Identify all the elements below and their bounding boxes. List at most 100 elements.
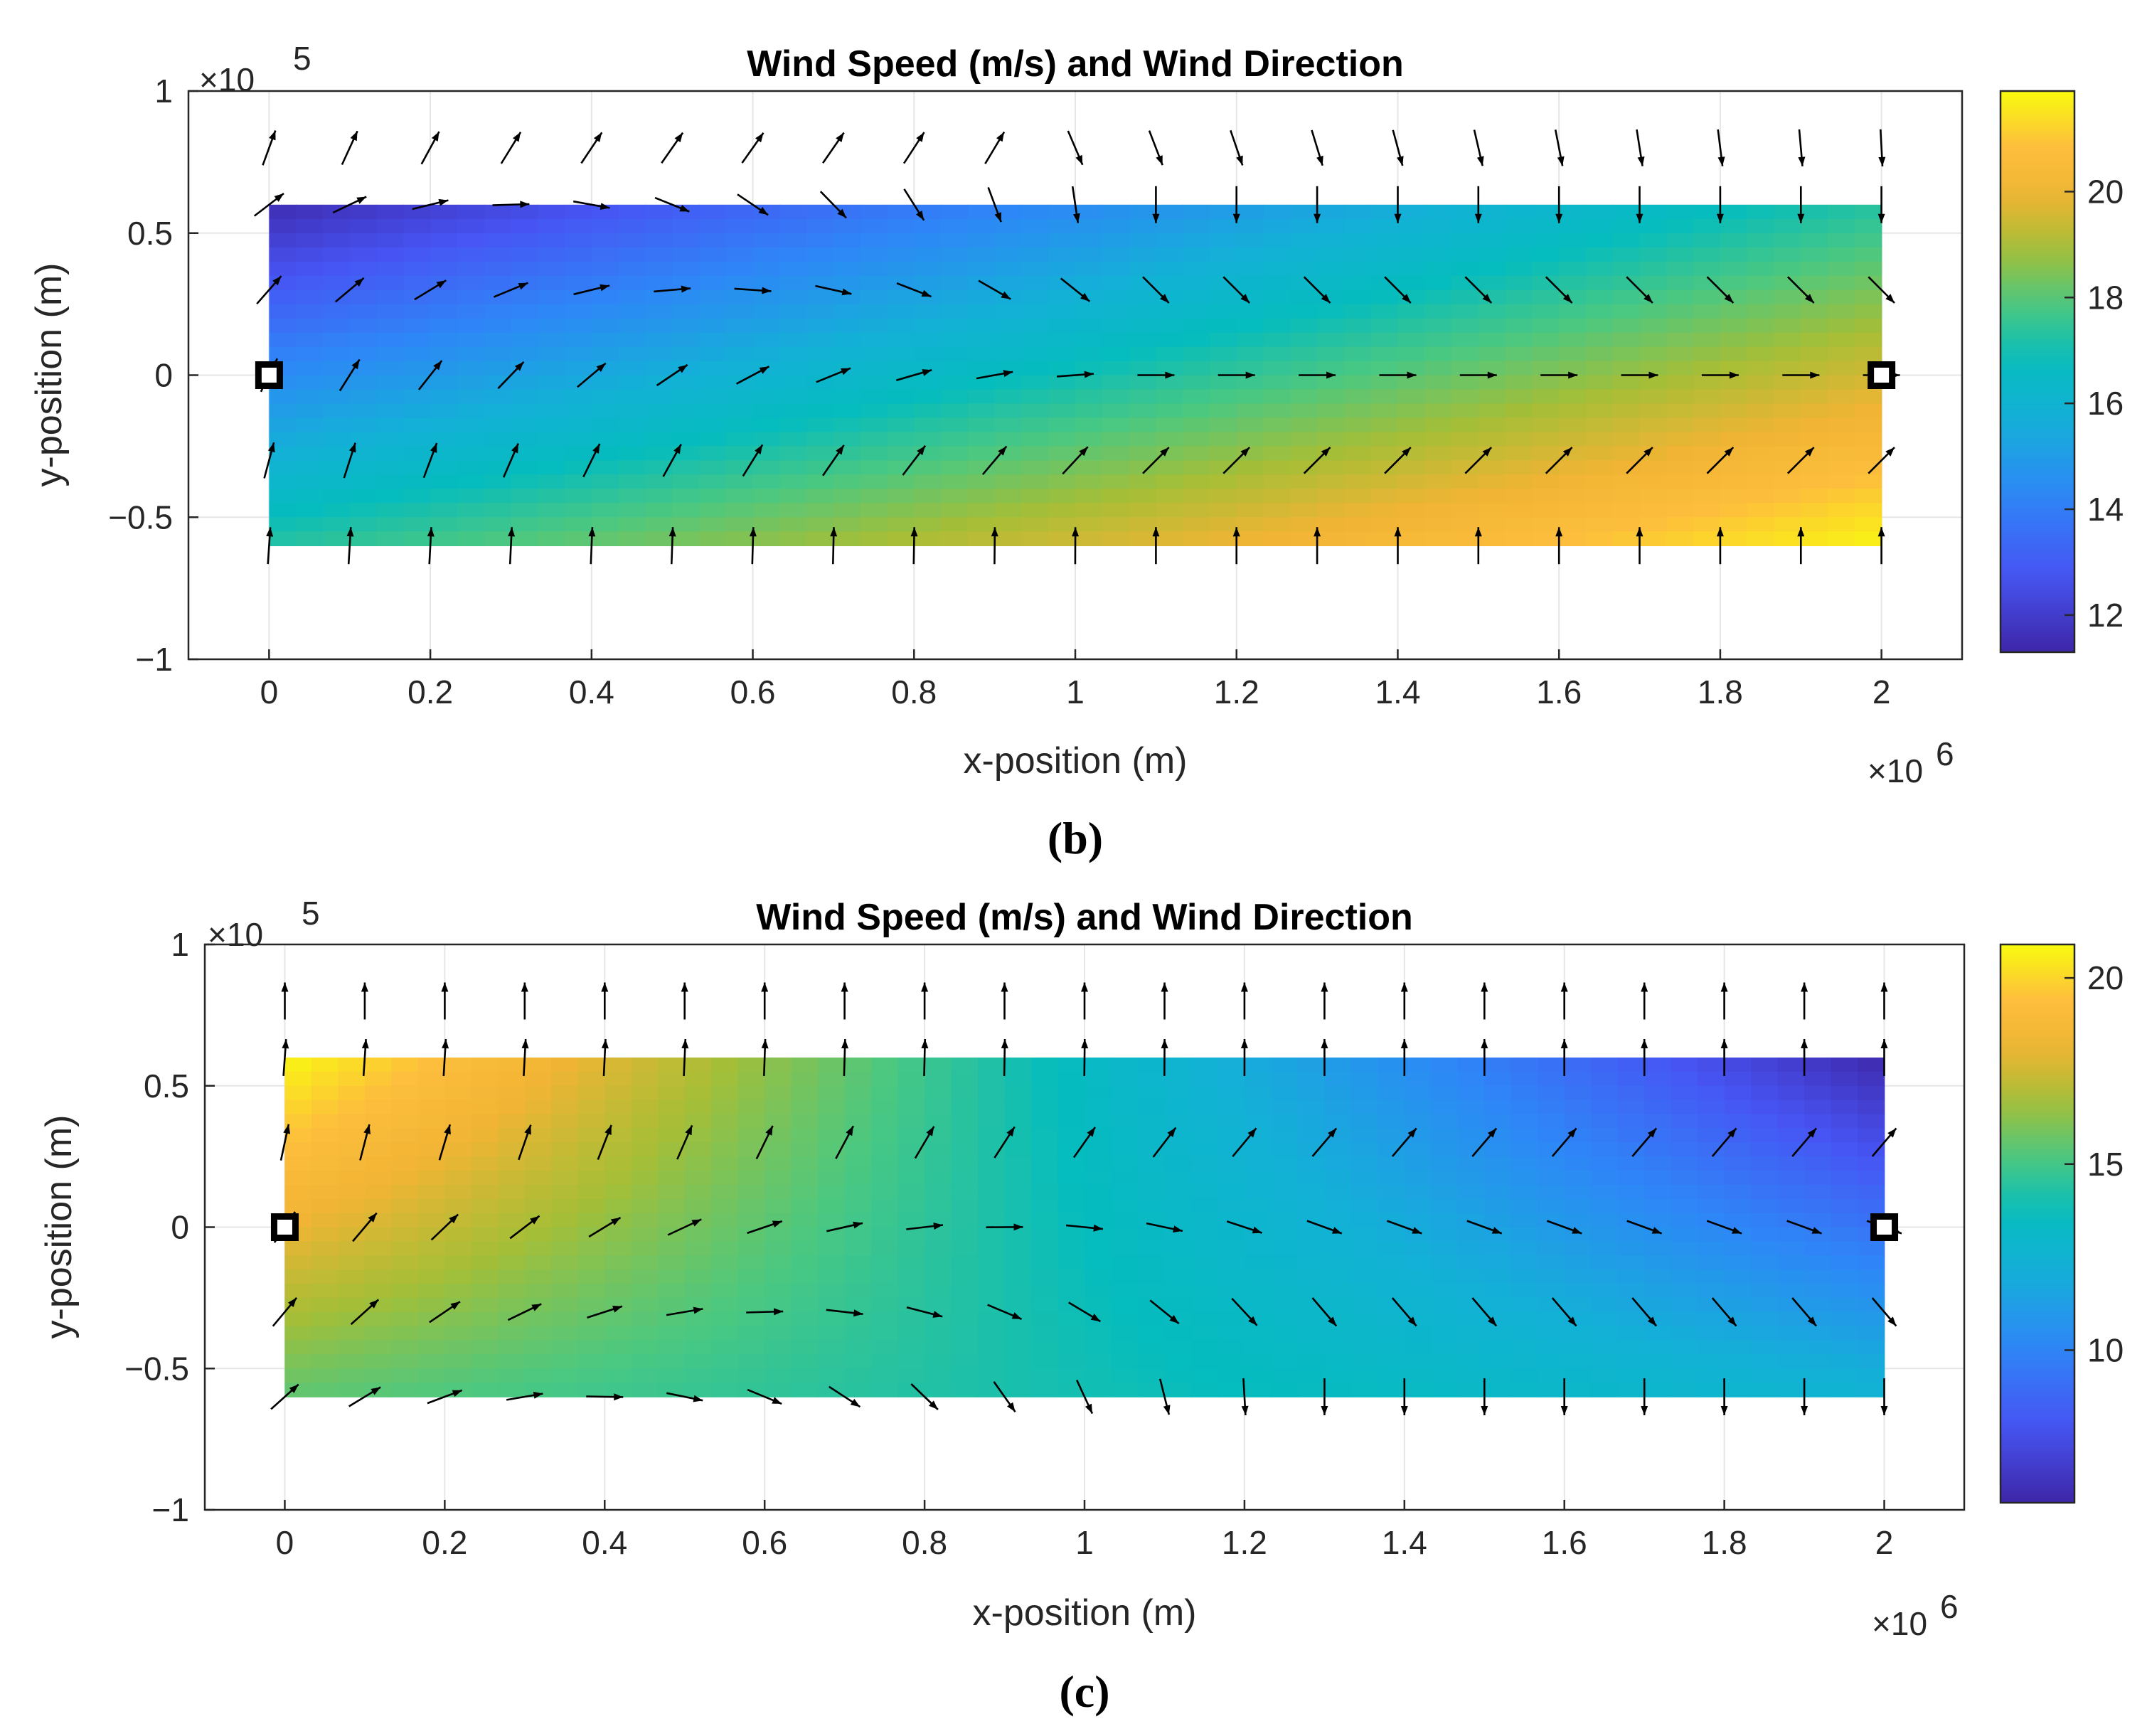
panel-b-speed-cell — [1263, 218, 1291, 234]
panel-b-speed-cell — [1612, 375, 1641, 390]
panel-c-speed-cell — [791, 1085, 819, 1101]
panel-c-speed-cell — [1858, 1198, 1885, 1214]
panel-c-speed-cell — [1137, 1171, 1166, 1186]
panel-b-wind-arrow-head — [1232, 527, 1240, 537]
panel-b-speed-cell — [1048, 432, 1076, 447]
panel-c-speed-cell — [1751, 1368, 1779, 1383]
panel-c-speed-cell — [1617, 1269, 1645, 1284]
panel-c-speed-cell — [1350, 1368, 1379, 1383]
panel-c-wind-arrow — [279, 1124, 291, 1161]
panel-b-speed-cell — [914, 460, 942, 476]
panel-b-speed-cell — [1183, 346, 1210, 362]
panel-c-speed-cell — [897, 1255, 925, 1270]
panel-b-wind-arrow — [332, 196, 367, 214]
panel-c-speed-cell — [818, 1213, 846, 1228]
panel-c-speed-cell — [1698, 1368, 1725, 1383]
panel-b-speed-cell — [1801, 361, 1828, 376]
panel-b-speed-cell — [914, 417, 942, 433]
panel-c-speed-cell — [631, 1241, 659, 1257]
panel-b-speed-cell — [403, 375, 431, 390]
panel-c-speed-cell — [1350, 1213, 1379, 1228]
panel-c-speed-cell — [1831, 1184, 1858, 1200]
panel-b-speed-cell — [1559, 403, 1587, 419]
panel-b-speed-cell — [914, 375, 942, 390]
panel-b-speed-cell — [1854, 403, 1882, 419]
panel-b-speed-cell — [1747, 332, 1775, 348]
panel-c-speed-cell — [844, 1058, 872, 1072]
panel-b-speed-cell — [269, 489, 297, 504]
panel-c-wind-arrow-head — [681, 1039, 689, 1049]
panel-c-wind-arrow — [1551, 1127, 1577, 1157]
panel-b-speed-cell — [322, 517, 351, 533]
panel-c-speed-cell — [1004, 1340, 1032, 1356]
panel-c-speed-cell — [1111, 1354, 1139, 1370]
panel-c-wind-arrow — [746, 1308, 784, 1316]
panel-c-speed-cell — [1164, 1213, 1192, 1228]
panel-b-speed-cell — [1397, 389, 1426, 405]
panel-b-speed-cell — [430, 289, 458, 305]
panel-c-speed-cell — [1698, 1241, 1725, 1257]
panel-b-speed-cell — [1801, 432, 1828, 447]
panel-c-speed-cell — [658, 1198, 686, 1214]
panel-c-speed-cell — [1031, 1241, 1059, 1257]
panel-c-speed-cell — [1190, 1326, 1219, 1341]
panel-c-speed-cell — [711, 1227, 739, 1242]
panel-c-speed-cell — [764, 1156, 792, 1171]
panel-b-speed-cell — [430, 233, 458, 248]
panel-b-speed-cell — [1129, 446, 1157, 462]
panel-b-speed-cell — [1424, 346, 1452, 362]
panel-c-wind-arrow-head — [289, 1384, 299, 1393]
panel-b-speed-cell — [1209, 489, 1237, 504]
panel-c-speed-cell — [1671, 1114, 1698, 1129]
panel-b-wind-arrow-head — [1236, 155, 1243, 166]
panel-b-y-tick-label: −0.5 — [108, 499, 173, 536]
panel-c-speed-cell — [1698, 1114, 1725, 1129]
panel-c-speed-cell — [871, 1340, 899, 1356]
panel-b-speed-cell — [914, 304, 942, 319]
panel-c-speed-cell — [498, 1171, 526, 1186]
panel-c-speed-cell — [311, 1128, 339, 1144]
panel-b-speed-cell — [1290, 289, 1318, 305]
panel-c-speed-cell — [524, 1354, 553, 1370]
panel-c-x-tick-label: 0.8 — [902, 1524, 947, 1561]
panel-b-speed-cell — [591, 247, 619, 262]
panel-b-speed-cell — [1397, 218, 1426, 234]
panel-c-speed-cell — [1751, 1311, 1779, 1327]
panel-c-speed-cell — [311, 1099, 339, 1115]
panel-b-speed-cell — [1290, 261, 1318, 277]
panel-b-speed-cell — [941, 318, 969, 334]
panel-c-speed-cell — [1671, 1171, 1698, 1186]
panel-b-wind-arrow-head — [514, 361, 524, 371]
panel-c-speed-cell — [1271, 1171, 1299, 1186]
panel-b-speed-cell — [698, 446, 727, 462]
panel-b-wind-arrow — [1706, 447, 1735, 474]
panel-b-speed-cell — [1209, 531, 1237, 547]
panel-c-speed-cell — [1511, 1241, 1539, 1257]
panel-c-speed-cell — [1644, 1255, 1672, 1270]
panel-b-wind-arrow — [1621, 371, 1658, 379]
panel-c-speed-cell — [764, 1071, 792, 1087]
panel-c-speed-cell — [1111, 1383, 1139, 1397]
panel-b-speed-cell — [1397, 275, 1426, 291]
panel-c-speed-cell — [764, 1142, 792, 1157]
panel-c-speed-cell — [1698, 1184, 1725, 1200]
panel-b-speed-cell — [296, 247, 324, 262]
panel-b-speed-cell — [403, 503, 431, 518]
panel-b-speed-cell — [698, 417, 727, 433]
panel-c-speed-cell — [1218, 1085, 1245, 1101]
panel-c-speed-cell — [284, 1171, 312, 1186]
panel-b-wind-arrow-head — [1877, 213, 1885, 223]
panel-c-speed-cell — [1831, 1142, 1858, 1157]
panel-c-speed-cell — [1378, 1114, 1405, 1129]
panel-b-wind-arrow — [1554, 129, 1565, 166]
panel-b-speed-cell — [1639, 474, 1668, 490]
panel-b-wind-arrow — [830, 527, 838, 565]
panel-b-speed-cell — [1183, 474, 1210, 490]
panel-c-speed-cell — [1538, 1368, 1565, 1383]
panel-b-speed-cell — [269, 446, 297, 462]
panel-c-speed-cell — [1218, 1171, 1245, 1186]
panel-c-speed-cell — [338, 1156, 366, 1171]
panel-c-speed-cell — [658, 1156, 686, 1171]
panel-c-speed-cell — [1085, 1184, 1112, 1200]
panel-b-wind-arrow-head — [274, 193, 284, 202]
